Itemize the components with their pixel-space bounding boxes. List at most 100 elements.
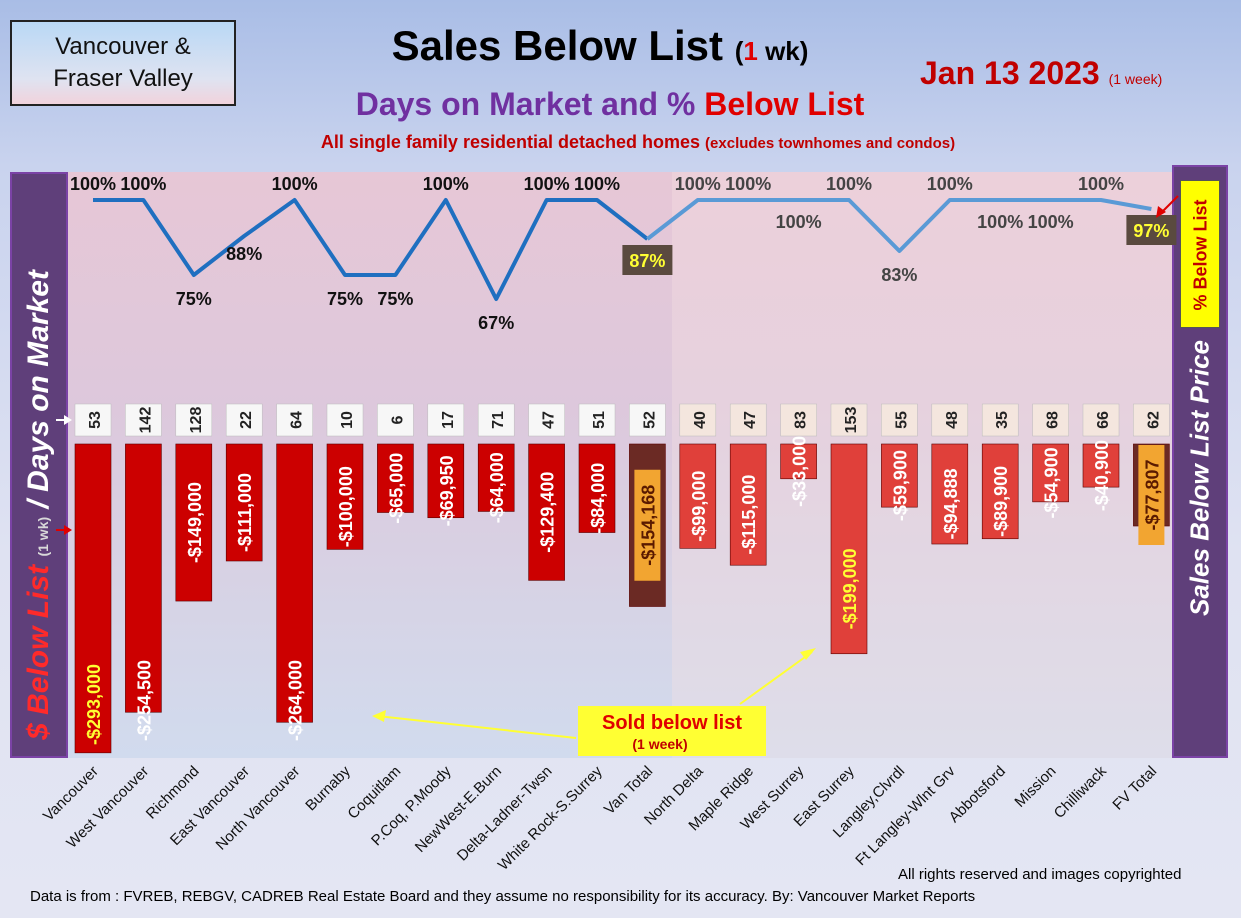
dom-box-4 [276,403,313,437]
dollar-label-7: -$69,950 [437,455,457,526]
bar-1 [125,443,162,713]
bar-0 [74,443,112,754]
dom-label-3: 22 [238,411,255,429]
subtitle-b: Below List [704,86,865,122]
dollar-label-6: -$65,000 [386,453,406,524]
bar-19 [1032,443,1069,503]
dom-label-15: 153 [843,407,860,434]
bar-8 [477,443,515,512]
pct-total-bg-21 [1126,215,1177,245]
footer-source: Data is from : FVREB, REBGV, CADREB Real… [30,888,976,905]
dollar-label-13: -$115,000 [739,475,759,555]
left-axis-band [10,172,68,758]
pct-label-16: 83% [881,265,917,285]
annotation-box [578,706,766,756]
pct-below-list-badge: % Below List [1180,180,1220,328]
dollar-label-0: -$293,000 [84,664,104,745]
pct-label-7: 100% [423,174,469,194]
dom-label-14: 83 [793,411,810,429]
dom-label-2: 128 [188,407,205,434]
total-label-bg-11 [634,469,661,581]
dom-label-17: 48 [944,411,961,429]
bar-6 [377,443,414,513]
dom-box-19 [1032,403,1069,437]
dollar-label-4: -$264,000 [286,660,306,741]
bar-10 [578,443,616,533]
dom-label-9: 47 [541,411,558,429]
date-small: (1 week) [1108,71,1163,87]
dom-box-11 [629,403,666,437]
bar-18 [981,443,1019,540]
pct-label-19: 100% [1028,212,1074,232]
region-line2: Fraser Valley [53,65,193,92]
dom-box-16 [881,403,918,437]
bar-7 [427,443,465,519]
dom-label-19: 68 [1045,411,1062,429]
bar-5 [326,443,364,550]
dom-box-1 [125,403,162,437]
category-label-8: NewWest-E.Burn [412,763,505,856]
dom-label-21: 62 [1145,411,1162,429]
annotation-arrow-left [377,715,577,739]
desc-small: (excludes townhomes and condos) [705,135,956,152]
dollar-label-5: -$100,000 [336,466,356,547]
category-label-9: Delta-Ladner-Twsn [454,763,556,865]
title-paren-open: ( [734,36,744,66]
pct-label-4: 100% [272,174,318,194]
dollar-pointer-head [64,525,72,535]
chart-title: Sales Below List (1 wk) [300,22,900,70]
dollar-label-1: -$254,500 [134,660,154,741]
bar-9 [528,443,565,581]
pct-label-9: 100% [524,174,570,194]
dollar-label-21: -$77,807 [1142,459,1162,530]
dom-box-2 [175,403,213,437]
dom-label-13: 47 [742,411,759,429]
dollar-label-17: -$94,888 [941,468,961,539]
dom-box-12 [679,403,717,437]
dom-box-0 [74,403,112,437]
pct-label-17: 100% [927,174,973,194]
pct-label-20: 100% [1078,174,1124,194]
total-label-bg-21 [1138,445,1165,546]
title-num: 1 [743,36,758,66]
bar-17 [931,443,969,545]
pct-label-6: 75% [377,289,413,309]
dom-label-5: 10 [339,411,356,429]
annotation-line2: (1 week) [632,736,687,752]
dom-label-7: 17 [440,411,457,429]
pct-label-11: 87% [629,251,665,271]
dollar-label-14: -$33,000 [790,436,810,507]
dom-label-0: 53 [87,411,104,429]
dom-label-6: 6 [389,415,406,424]
category-label-17: Ft Langley-Wlnt Grv [852,762,959,869]
pct-label-1: 100% [120,174,166,194]
dollar-label-11: -$154,168 [638,485,658,566]
pct-label-8: 67% [478,313,514,333]
date-text: Jan 13 2023 [920,55,1100,91]
annotation-line1: Sold below list [602,712,742,734]
bar-14 [780,443,817,480]
pct-label-12: 100% [675,174,721,194]
dom-box-15 [830,403,868,437]
category-label-19: Mission [1011,763,1059,811]
desc-main: All single family residential detached h… [320,132,701,152]
pct-label-0: 100% [70,174,116,194]
dom-label-8: 71 [490,411,507,429]
pct-label-10: 100% [574,174,620,194]
dom-box-21 [1133,403,1170,437]
dollar-label-12: -$99,000 [689,471,709,542]
dollar-label-19: -$54,900 [1042,447,1062,518]
dom-box-5 [326,403,364,437]
annotation-arrowhead-right [800,648,816,660]
bar-13 [729,443,767,566]
dom-box-18 [981,403,1019,437]
footer-rights: All rights reserved and images copyright… [898,866,1182,883]
dom-box-8 [477,403,515,437]
dom-label-10: 51 [591,411,608,429]
dollar-label-15: -$199,000 [840,548,860,629]
region-box: Vancouver & Fraser Valley [10,20,236,106]
dollar-label-16: -$59,900 [890,450,910,521]
dollar-label-3: -$111,000 [235,473,255,552]
bar-3 [225,443,263,562]
